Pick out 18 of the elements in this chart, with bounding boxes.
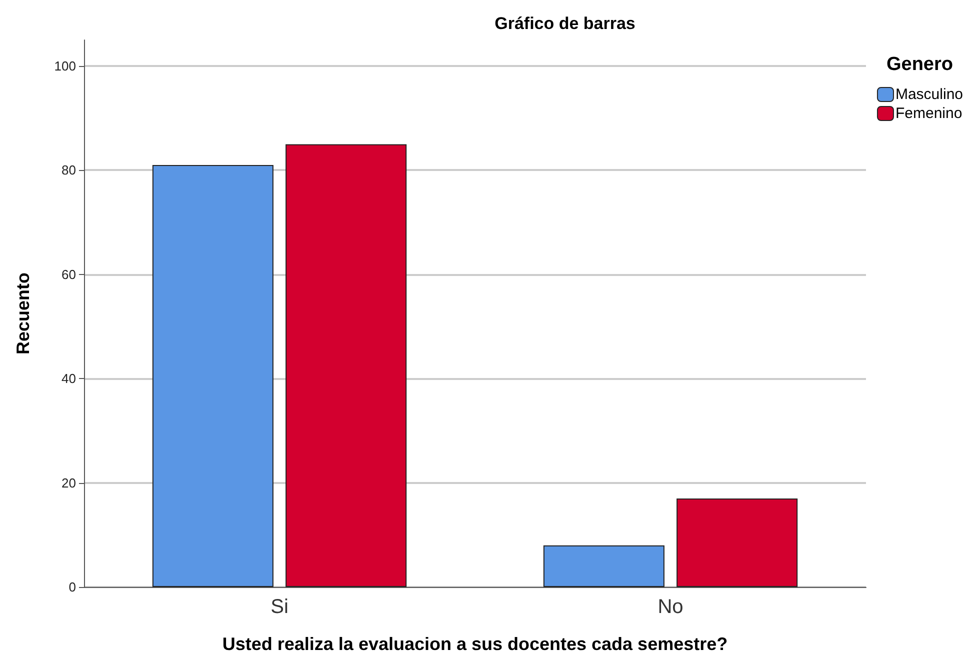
y-tick-label: 100 — [54, 58, 76, 74]
bar — [676, 498, 798, 587]
chart-title: Gráfico de barras — [494, 14, 636, 33]
x-tick-label: No — [658, 596, 684, 618]
legend-label: Femenino — [895, 105, 962, 122]
y-tick-label: 0 — [68, 580, 76, 594]
x-tick-label: Si — [270, 596, 288, 618]
y-tick-label: 40 — [62, 371, 76, 386]
y-tick-label: 80 — [62, 162, 76, 178]
y-tick-label: 60 — [62, 266, 76, 282]
legend-title: Genero — [886, 54, 954, 75]
bar — [286, 144, 407, 587]
bar — [152, 165, 274, 587]
y-axis-title: Recuento — [13, 272, 33, 355]
legend-label: Masculino — [895, 86, 963, 103]
bar — [543, 545, 664, 587]
x-axis-title: Usted realiza la evaluacion a sus docentes cada semestre? — [222, 634, 728, 654]
y-tick-label: 20 — [62, 475, 76, 490]
